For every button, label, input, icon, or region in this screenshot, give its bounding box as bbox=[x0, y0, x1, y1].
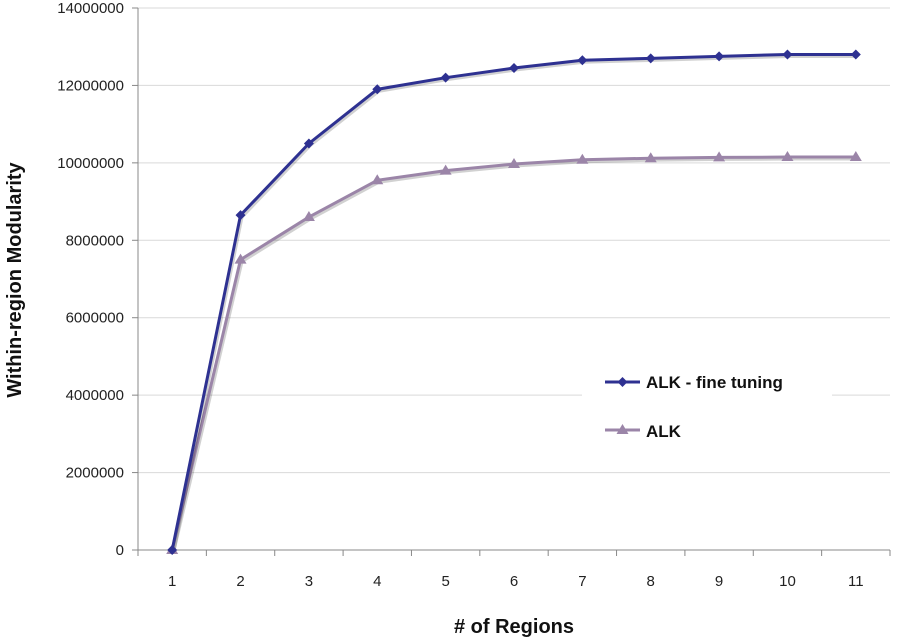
x-tick-label: 10 bbox=[779, 573, 796, 590]
y-axis-ticks: 0 2000000 4000000 6000000 8000000 10000000 120… bbox=[57, 0, 138, 559]
x-tick-label: 11 bbox=[848, 573, 864, 590]
y-tick-label: 4000000 bbox=[66, 387, 124, 404]
y-tick-label: 2000000 bbox=[66, 465, 124, 482]
legend-marker-diamond bbox=[617, 377, 628, 387]
data-point-diamond bbox=[577, 55, 588, 66]
series-line-shadow bbox=[172, 54, 858, 553]
y-tick-label: 8000000 bbox=[66, 232, 124, 249]
legend-label-alk-fine-tuning: ALK - fine tuning bbox=[646, 373, 783, 392]
legend-marker-triangle bbox=[616, 424, 629, 434]
y-tick-label: 6000000 bbox=[66, 310, 124, 327]
data-point-triangle bbox=[371, 174, 384, 185]
data-point-diamond bbox=[303, 138, 314, 149]
x-tick-label: 8 bbox=[647, 573, 655, 590]
series-layer bbox=[166, 49, 862, 555]
data-point-diamond bbox=[509, 63, 519, 74]
x-tick-label: 9 bbox=[715, 573, 723, 590]
y-tick-label: 0 bbox=[116, 542, 124, 559]
data-point-triangle bbox=[781, 151, 794, 162]
data-point-diamond bbox=[714, 51, 725, 62]
x-axis-title: # of Regions bbox=[454, 616, 574, 638]
data-point-triangle bbox=[576, 153, 589, 164]
x-tick-label: 3 bbox=[305, 573, 313, 590]
series-alk-fine-tuning bbox=[167, 49, 861, 555]
x-tick-label: 7 bbox=[578, 573, 586, 590]
data-point-diamond bbox=[167, 545, 178, 555]
data-point-diamond bbox=[235, 210, 246, 221]
legend-background bbox=[582, 362, 832, 452]
x-tick-label: 6 bbox=[510, 573, 518, 590]
x-tick-label: 2 bbox=[236, 573, 244, 590]
legend: ALK - fine tuning ALK bbox=[582, 362, 832, 452]
x-axis-ticks: 1 2 3 4 5 6 7 8 9 10 11 bbox=[137, 550, 891, 590]
series-alk bbox=[166, 151, 862, 554]
data-point-diamond bbox=[782, 49, 793, 60]
y-tick-label: 10000000 bbox=[57, 155, 124, 172]
data-point-diamond bbox=[440, 72, 451, 83]
y-tick-label: 12000000 bbox=[57, 77, 124, 94]
y-axis-title: Within-region Modularity bbox=[4, 161, 26, 397]
x-tick-label: 1 bbox=[168, 573, 176, 590]
data-point-triangle bbox=[713, 151, 726, 162]
x-tick-label: 4 bbox=[373, 573, 381, 590]
data-point-diamond bbox=[850, 49, 861, 60]
data-point-triangle bbox=[644, 152, 657, 163]
x-tick-label: 5 bbox=[441, 573, 449, 590]
legend-label-alk: ALK bbox=[646, 422, 682, 441]
data-point-triangle bbox=[439, 164, 452, 175]
y-tick-label: 14000000 bbox=[57, 0, 124, 17]
data-point-triangle bbox=[234, 253, 247, 264]
data-point-triangle bbox=[508, 158, 520, 169]
data-point-diamond bbox=[645, 53, 656, 64]
series-line bbox=[170, 52, 856, 551]
data-point-triangle bbox=[302, 211, 315, 222]
series-line-shadow bbox=[172, 157, 858, 553]
data-point-diamond bbox=[372, 84, 383, 95]
series-line bbox=[170, 155, 856, 551]
data-point-triangle bbox=[849, 151, 862, 162]
